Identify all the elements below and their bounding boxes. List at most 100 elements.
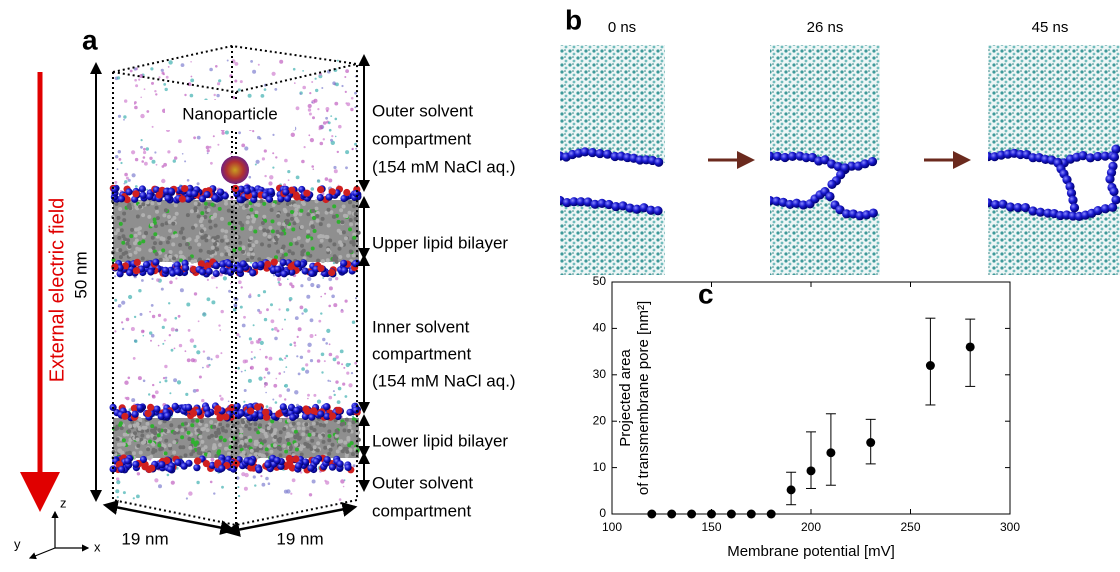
- lipid-tail: [286, 441, 291, 446]
- point: [687, 509, 697, 519]
- ion: [334, 117, 338, 121]
- lipid-tail: [188, 245, 192, 250]
- lipid-tail: [127, 244, 132, 249]
- ion: [235, 370, 237, 373]
- lipid-tail: [119, 426, 124, 431]
- x-tick-label: 250: [900, 520, 920, 534]
- ion: [156, 278, 160, 282]
- lipid-tail: [194, 238, 199, 243]
- lipid-tail: [326, 247, 331, 252]
- lipid-tail: [297, 436, 302, 441]
- lipid-tail: [249, 225, 254, 230]
- ion: [274, 401, 278, 404]
- lipid-tail: [224, 201, 228, 206]
- lipid-tail: [219, 252, 224, 257]
- lipid-tail: [249, 448, 254, 453]
- lipid-tail: [314, 206, 319, 211]
- nanoparticle: [221, 156, 249, 184]
- lipid-tail: [214, 434, 219, 438]
- lipid-tail: [152, 436, 157, 440]
- ion: [190, 358, 195, 363]
- lipid-tail: [128, 424, 133, 429]
- lipid-tail: [328, 238, 333, 243]
- ion: [114, 330, 117, 333]
- lipid-tail: [239, 429, 244, 434]
- ion: [242, 359, 247, 364]
- ion: [150, 67, 154, 71]
- ion: [230, 282, 232, 285]
- lipid-head: [155, 191, 163, 199]
- lipid-tail: [213, 242, 218, 247]
- lipid-bead: [1100, 151, 1110, 161]
- ion: [284, 357, 287, 360]
- lipid-tail: [220, 238, 224, 243]
- lipid-bead: [1085, 153, 1095, 163]
- lipid-head: [340, 259, 348, 267]
- lipid-head: [247, 407, 255, 415]
- ion: [260, 94, 265, 98]
- lipid-tail: [200, 211, 205, 216]
- ion: [193, 292, 198, 296]
- lipid-tail: [305, 429, 310, 434]
- lipid-head: [182, 264, 190, 272]
- ion: [325, 342, 329, 345]
- ion: [321, 87, 324, 89]
- ion: [309, 334, 314, 338]
- lipid-tail: [258, 423, 263, 428]
- lipid-tail: [241, 450, 246, 455]
- lipid-tail: [208, 219, 212, 224]
- lipid-tail: [127, 441, 132, 446]
- lipid-head: [343, 188, 351, 197]
- ion: [294, 316, 299, 320]
- ion: [341, 363, 344, 366]
- ion: [290, 132, 295, 137]
- lipid-tail: [305, 234, 310, 239]
- ion: [239, 305, 243, 309]
- x-tick-label: 150: [701, 520, 721, 534]
- lipid-head: [190, 265, 198, 273]
- lipid-head: [302, 458, 310, 466]
- ion: [206, 297, 211, 302]
- lipid-tail: [306, 229, 310, 234]
- lipid-tail: [224, 252, 229, 257]
- ion: [344, 76, 347, 78]
- ion: [350, 96, 354, 100]
- ion: [250, 351, 253, 353]
- lipid-tail: [137, 226, 142, 231]
- lipid-tail: [114, 427, 118, 431]
- lipid-head: [184, 195, 192, 203]
- lipid-tail: [267, 234, 272, 239]
- ion: [157, 344, 160, 347]
- lipid-tail: [185, 242, 189, 247]
- lipid-tail: [191, 225, 195, 230]
- ion: [127, 178, 131, 182]
- ion: [348, 383, 353, 388]
- lipid-head: [317, 186, 325, 194]
- x-tick-label: 100: [602, 520, 622, 534]
- ion: [160, 68, 164, 72]
- region-label: (154 mM NaCl aq.): [372, 157, 516, 176]
- ion: [316, 359, 321, 363]
- ion: [328, 343, 331, 346]
- ion: [151, 125, 154, 128]
- lipid-tail: [286, 212, 291, 217]
- ion: [139, 74, 144, 78]
- lipid-tail: [121, 251, 126, 256]
- ion: [295, 175, 300, 180]
- ion: [202, 350, 206, 353]
- lipid-head: [351, 260, 360, 268]
- ion: [185, 497, 188, 500]
- lipid-head: [279, 403, 287, 411]
- ion: [140, 145, 143, 149]
- lipid-tail: [241, 246, 246, 251]
- lipid-tail: [336, 219, 341, 224]
- lipid-tail: [285, 438, 290, 442]
- lipid-tail: [332, 242, 337, 247]
- ion: [310, 187, 315, 191]
- ion: [197, 320, 200, 323]
- ion: [320, 312, 323, 315]
- lipid-tail: [164, 221, 169, 226]
- ion: [222, 276, 227, 281]
- point: [647, 509, 657, 519]
- y-tick-label: 50: [593, 274, 607, 288]
